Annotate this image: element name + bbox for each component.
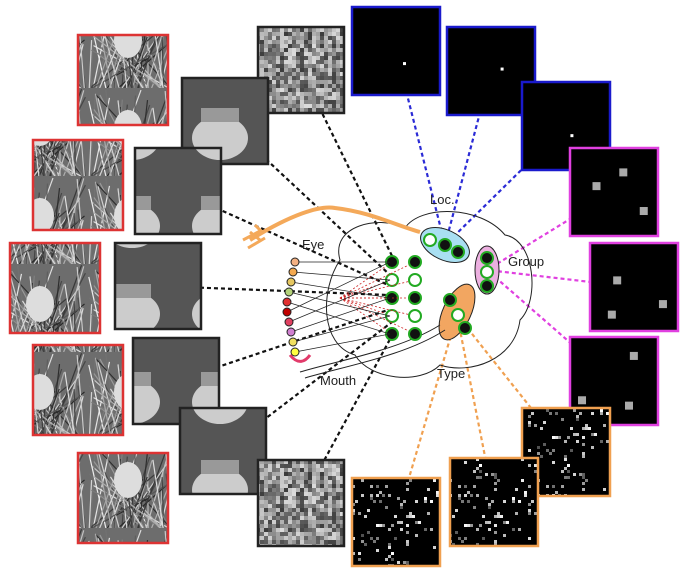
type-label: Type	[437, 366, 465, 381]
image	[33, 140, 123, 230]
eye-fiber	[287, 302, 390, 334]
image	[258, 460, 344, 546]
image-box	[450, 458, 538, 546]
eye-fiber	[287, 262, 390, 312]
image	[180, 408, 266, 494]
dot	[619, 168, 627, 176]
image	[352, 478, 440, 566]
image	[10, 243, 100, 333]
node	[409, 256, 421, 268]
node	[409, 310, 421, 322]
image-box	[258, 27, 344, 113]
dot	[613, 276, 621, 284]
dot	[659, 300, 667, 308]
image-box	[258, 460, 344, 546]
eye-fiber	[293, 316, 390, 342]
image-box	[135, 148, 221, 234]
dot	[570, 134, 573, 137]
node	[444, 294, 456, 306]
group-label: Group	[508, 254, 544, 269]
eye-node	[291, 348, 299, 356]
eye-node	[283, 298, 291, 306]
dot	[592, 182, 600, 190]
node	[424, 234, 436, 246]
node	[409, 292, 421, 304]
image	[570, 148, 658, 236]
image-box	[352, 478, 440, 566]
image	[258, 27, 344, 113]
dot	[578, 396, 586, 404]
dot	[625, 402, 633, 410]
dot	[403, 62, 406, 65]
eye-fiber	[291, 282, 390, 298]
image-box	[180, 408, 266, 494]
image-boxes	[10, 7, 678, 566]
image-box	[10, 243, 100, 333]
eye-node	[287, 328, 295, 336]
node	[439, 239, 451, 251]
image-box	[570, 148, 658, 236]
image-box	[33, 140, 123, 230]
image-box	[590, 243, 678, 331]
eye-node	[285, 288, 293, 296]
eye-node	[283, 308, 291, 316]
image	[115, 243, 201, 329]
image	[33, 345, 123, 435]
image	[135, 148, 221, 234]
node	[409, 328, 421, 340]
eye-node	[289, 338, 297, 346]
dot	[630, 352, 638, 360]
node	[481, 266, 493, 278]
image-box	[78, 35, 168, 125]
loc-label: Loc.	[430, 192, 455, 207]
eye-node	[291, 258, 299, 266]
node	[452, 246, 464, 258]
image	[78, 453, 168, 543]
node	[452, 309, 464, 321]
node	[481, 280, 493, 292]
image	[352, 7, 440, 95]
node	[459, 322, 471, 334]
image-box	[33, 345, 123, 435]
dot	[608, 311, 616, 319]
node	[481, 252, 493, 264]
dot	[501, 68, 504, 71]
image-box	[352, 7, 440, 95]
mouth-label: Mouth	[320, 373, 356, 388]
image	[78, 35, 168, 125]
eye-fiber	[293, 272, 390, 280]
edge	[340, 298, 392, 316]
image-box	[78, 453, 168, 543]
eye-label: Eye	[302, 237, 324, 252]
eye-node	[289, 268, 297, 276]
node	[386, 328, 398, 340]
edge	[340, 298, 392, 334]
edge	[340, 298, 415, 334]
node	[409, 274, 421, 286]
image-box	[115, 243, 201, 329]
image	[590, 243, 678, 331]
image	[450, 458, 538, 546]
figure: Eye Mouth Loc. Group Type	[0, 0, 691, 572]
eye-node	[287, 278, 295, 286]
eye-node	[285, 318, 293, 326]
dot	[640, 207, 648, 215]
edge	[340, 262, 392, 298]
